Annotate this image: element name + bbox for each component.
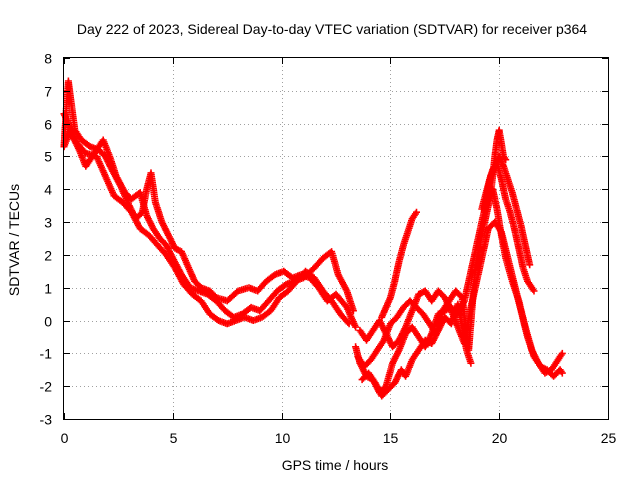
y-tick-label: 2 (44, 248, 52, 264)
y-tick-label: -1 (40, 346, 53, 362)
y-tick-label: 0 (44, 314, 52, 330)
series-trace-10 (487, 126, 510, 200)
y-tick-label: 5 (44, 149, 52, 165)
y-tick-label: -3 (40, 412, 53, 428)
x-tick-label: 20 (492, 430, 508, 446)
y-tick-label: -2 (40, 379, 53, 395)
x-tick-label: 25 (601, 430, 617, 446)
y-axis-label: SDTVAR / TECUs (6, 184, 22, 296)
y-tick-label: 6 (44, 117, 52, 133)
y-tick-label: 3 (44, 215, 52, 231)
data-point (457, 292, 465, 300)
x-axis-label: GPS time / hours (282, 457, 389, 473)
x-tick-label: 5 (170, 430, 178, 446)
data-point (526, 261, 534, 269)
data-point (352, 323, 360, 331)
axis-ticks: -3 -2 -1 0 1 2 3 4 5 6 7 8 0 5 10 15 20 25 (40, 51, 617, 447)
data-point (558, 349, 566, 357)
data-marks (60, 77, 566, 400)
data-point (413, 208, 420, 216)
data-point (344, 318, 352, 326)
y-tick-label: 4 (44, 182, 52, 198)
data-point (530, 287, 538, 295)
data-point (558, 369, 566, 377)
series-trace-7 (358, 300, 475, 400)
y-tick-label: 7 (44, 84, 52, 100)
plot-frame (63, 57, 609, 420)
data-point (502, 156, 510, 164)
data-point (467, 359, 475, 367)
data-point (349, 307, 357, 315)
x-tick-label: 0 (61, 430, 69, 446)
grid (64, 58, 608, 419)
data-point (345, 320, 353, 328)
chart-title: Day 222 of 2023, Sidereal Day-to-day VTE… (77, 21, 587, 37)
x-tick-label: 10 (275, 430, 291, 446)
y-tick-label: 1 (44, 281, 52, 297)
series-trace-8 (378, 208, 420, 321)
x-tick-label: 15 (383, 430, 399, 446)
y-tick-label: 8 (44, 51, 52, 67)
series-trace-3 (60, 126, 353, 328)
